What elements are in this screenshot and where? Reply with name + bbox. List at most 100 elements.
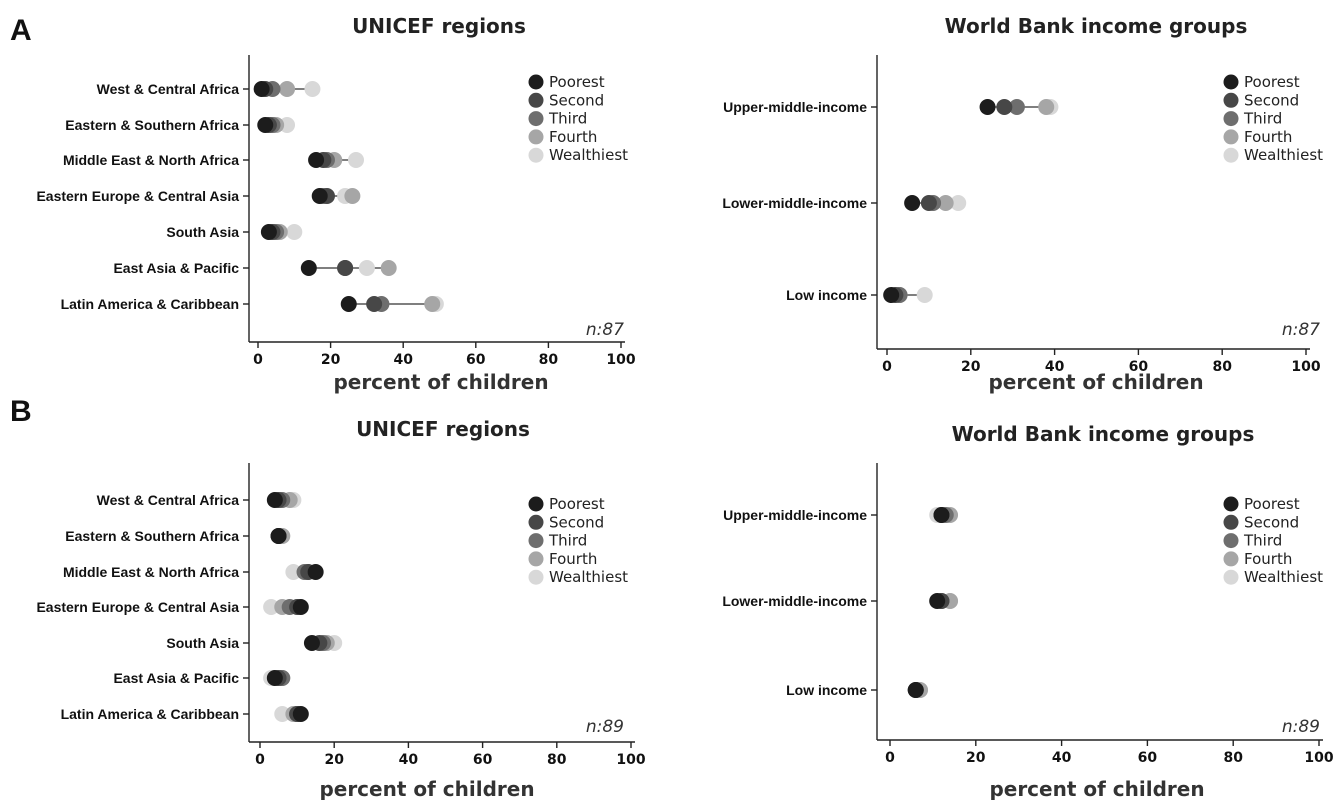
x-tick-label: 100 <box>616 752 645 768</box>
point-poorest-south-asia <box>260 224 277 240</box>
x-tick-label: 20 <box>324 752 344 768</box>
legend-label-fourth: Fourth <box>549 128 597 146</box>
legend-label-fourth: Fourth <box>1244 550 1292 568</box>
point-fourth-east-asia-and-pacific <box>380 260 397 276</box>
legend-label-third: Third <box>548 110 587 128</box>
panel-letter-b: B <box>10 395 32 428</box>
n-label: n:89 <box>586 717 624 737</box>
point-poorest-middle-east-and-north-africa <box>307 564 324 580</box>
n-label: n:87 <box>586 320 624 340</box>
legend-marker-wealthiest <box>1223 569 1239 585</box>
x-tick-label: 100 <box>606 352 635 368</box>
legend-label-wealthiest: Wealthiest <box>549 568 628 586</box>
legend-marker-second <box>528 514 544 530</box>
point-poorest-low-income <box>883 287 900 303</box>
point-poorest-upper-middle-income <box>933 507 950 523</box>
point-wealthiest-middle-east-and-north-africa <box>348 152 365 168</box>
x-tick-label: 80 <box>1212 359 1232 375</box>
panel-letter-a: A <box>10 14 32 47</box>
n-label: n:87 <box>1282 320 1320 340</box>
point-wealthiest-lower-middle-income <box>950 195 967 211</box>
legend-label-second: Second <box>549 91 604 109</box>
legend-marker-poorest <box>528 496 544 512</box>
point-fourth-upper-middle-income <box>1038 99 1055 115</box>
x-tick-label: 60 <box>466 352 486 368</box>
category-label-middle-east-and-north-africa: Middle East & North Africa <box>63 564 239 580</box>
x-tick-label: 0 <box>255 752 265 768</box>
legend-marker-fourth <box>1223 129 1239 145</box>
point-poorest-west-and-central-africa <box>253 81 270 97</box>
legend-marker-wealthiest <box>528 569 544 585</box>
category-label-lower-middle-income: Lower-middle-income <box>722 195 867 211</box>
legend-label-fourth: Fourth <box>549 550 597 568</box>
chart-a-unicef-regions: UNICEF regions percent of children n:87 … <box>36 14 635 394</box>
plot-area: 0 20 40 60 80 100 Upper-middle-income Lower-mid… <box>722 55 1321 375</box>
point-wealthiest-eastern-europe-and-central-asia <box>263 599 280 615</box>
point-poorest-middle-east-and-north-africa <box>308 152 325 168</box>
x-tick-label: 100 <box>1304 750 1333 766</box>
point-fourth-latin-america-and-caribbean <box>424 296 441 312</box>
point-poorest-eastern-europe-and-central-asia <box>311 188 328 204</box>
category-label-south-asia: South Asia <box>166 224 239 240</box>
point-fourth-lower-middle-income <box>937 195 954 211</box>
plot-area: 0 20 40 60 80 100 Upper-middle-income Lower-mid… <box>722 463 1334 766</box>
point-poorest-east-asia-and-pacific <box>266 670 283 686</box>
x-tick-label: 80 <box>539 352 559 368</box>
x-tick-label: 100 <box>1291 359 1320 375</box>
x-tick-label: 20 <box>966 750 986 766</box>
x-axis-label: percent of children <box>989 777 1204 800</box>
point-second-east-asia-and-pacific <box>337 260 354 276</box>
category-label-low-income: Low income <box>786 682 867 698</box>
x-tick-label: 80 <box>547 752 567 768</box>
x-tick-label: 80 <box>1223 750 1243 766</box>
point-poorest-latin-america-and-caribbean <box>340 296 357 312</box>
legend-marker-second <box>1223 514 1239 530</box>
x-tick-label: 0 <box>882 359 892 375</box>
category-label-east-asia-and-pacific: East Asia & Pacific <box>113 260 239 276</box>
point-poorest-east-asia-and-pacific <box>300 260 317 276</box>
legend-label-poorest: Poorest <box>1244 73 1300 91</box>
legend-marker-second <box>528 92 544 108</box>
legend-label-wealthiest: Wealthiest <box>1244 568 1323 586</box>
x-tick-label: 0 <box>885 750 895 766</box>
legend-marker-third <box>528 533 544 549</box>
x-tick-label: 60 <box>1129 359 1149 375</box>
legend-marker-fourth <box>528 129 544 145</box>
category-label-low-income: Low income <box>786 287 867 303</box>
point-wealthiest-middle-east-and-north-africa <box>285 564 302 580</box>
point-poorest-lower-middle-income <box>904 195 921 211</box>
legend-marker-second <box>1223 92 1239 108</box>
point-third-upper-middle-income <box>1008 99 1025 115</box>
point-poorest-eastern-and-southern-africa <box>257 117 274 133</box>
point-wealthiest-south-asia <box>286 224 303 240</box>
point-poorest-eastern-europe-and-central-asia <box>292 599 309 615</box>
legend-marker-third <box>1223 533 1239 549</box>
plot-area: 0 20 40 60 80 100 West & Central Africa Eastern… <box>36 55 636 368</box>
x-tick-label: 20 <box>321 352 341 368</box>
legend-marker-poorest <box>1223 496 1239 512</box>
legend-marker-wealthiest <box>1223 147 1239 163</box>
point-wealthiest-latin-america-and-caribbean <box>274 706 291 722</box>
category-label-eastern-europe-and-central-asia: Eastern Europe & Central Asia <box>36 599 239 615</box>
legend-marker-wealthiest <box>528 147 544 163</box>
point-fourth-west-and-central-africa <box>279 81 296 97</box>
point-wealthiest-low-income <box>916 287 933 303</box>
legend-label-third: Third <box>1243 532 1282 550</box>
legend-label-second: Second <box>1244 513 1299 531</box>
point-wealthiest-east-asia-and-pacific <box>358 260 375 276</box>
point-poorest-lower-middle-income <box>929 593 946 609</box>
category-label-upper-middle-income: Upper-middle-income <box>723 507 867 523</box>
legend-marker-fourth <box>1223 551 1239 567</box>
x-axis-label: percent of children <box>319 777 534 800</box>
point-poorest-low-income <box>907 682 924 698</box>
chart-title: World Bank income groups <box>945 14 1248 38</box>
point-second-latin-america-and-caribbean <box>366 296 383 312</box>
point-fourth-eastern-europe-and-central-asia <box>344 188 361 204</box>
legend-label-second: Second <box>549 513 604 531</box>
legend-label-fourth: Fourth <box>1244 128 1292 146</box>
legend-marker-third <box>1223 111 1239 127</box>
point-poorest-upper-middle-income <box>979 99 996 115</box>
